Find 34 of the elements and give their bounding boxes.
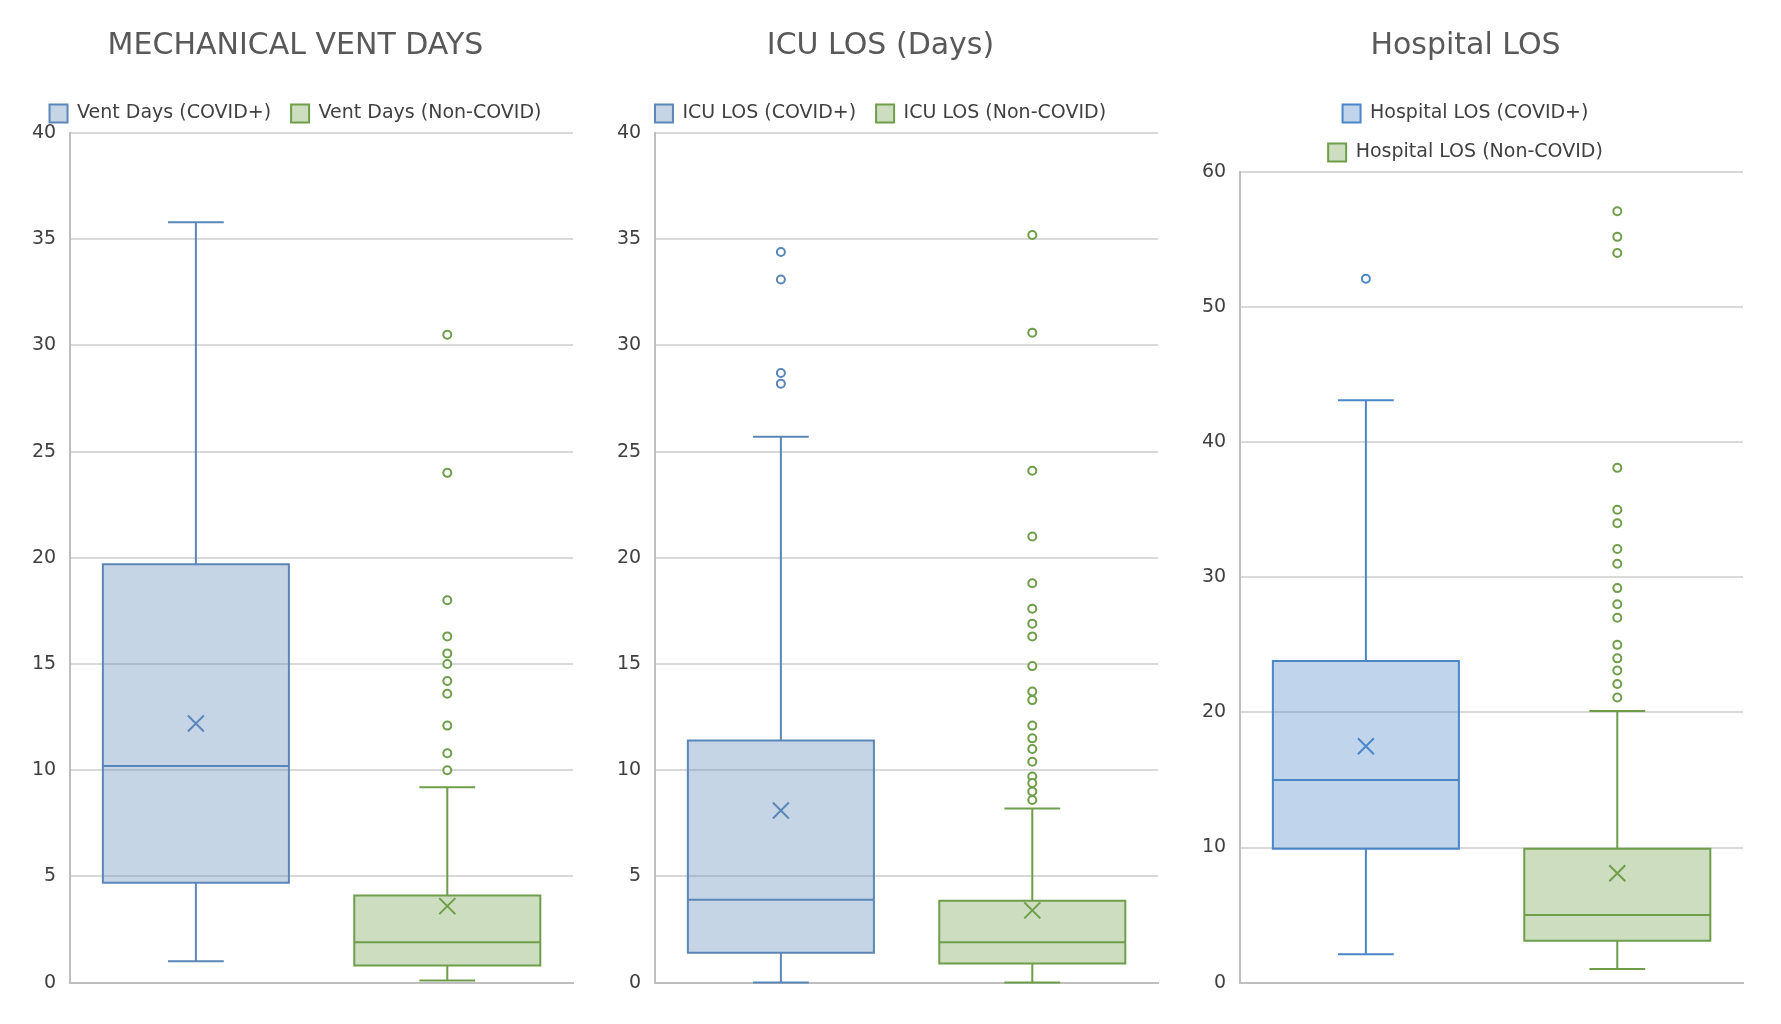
y-tick-label: 25 [616, 438, 642, 461]
y-tick-label: 30 [31, 332, 57, 355]
y-tick-label: 35 [616, 226, 642, 249]
y-tick-label: 40 [31, 119, 57, 142]
y-tick-label: 10 [1201, 834, 1227, 857]
legend-label: ICU LOS (Non-COVID) [903, 100, 1107, 123]
legend-label: Vent Days (Non-COVID) [318, 100, 542, 123]
y-tick-label: 0 [44, 969, 57, 992]
chart-title: Hospital LOS [1370, 25, 1561, 61]
y-tick-label: 20 [31, 544, 57, 567]
y-tick-label: 5 [629, 863, 642, 886]
legend-label: ICU LOS (COVID+) [682, 100, 857, 123]
y-tick-label: 35 [31, 226, 57, 249]
y-tick-label: 40 [1201, 429, 1227, 452]
y-tick-label: 15 [616, 650, 642, 673]
y-tick-label: 0 [629, 969, 642, 992]
y-tick-label: 10 [31, 757, 57, 780]
legend-label: Hospital LOS (COVID+) [1370, 100, 1589, 123]
y-tick-label: 0 [1214, 969, 1227, 992]
y-tick-label: 15 [31, 650, 57, 673]
y-tick-label: 10 [616, 757, 642, 780]
y-tick-label: 30 [616, 332, 642, 355]
y-tick-label: 30 [1201, 564, 1227, 587]
y-tick-label: 5 [44, 863, 57, 886]
y-tick-label: 25 [31, 438, 57, 461]
y-tick-label: 50 [1201, 294, 1227, 317]
y-tick-label: 40 [616, 119, 642, 142]
legend-label: Vent Days (COVID+) [77, 100, 272, 123]
y-tick-label: 20 [616, 544, 642, 567]
chart-title: ICU LOS (Days) [766, 25, 995, 61]
y-tick-label: 20 [1201, 699, 1227, 722]
y-tick-label: 60 [1201, 158, 1227, 181]
legend-label: Hospital LOS (Non-COVID) [1355, 139, 1603, 162]
chart-title: MECHANICAL VENT DAYS [107, 25, 484, 61]
